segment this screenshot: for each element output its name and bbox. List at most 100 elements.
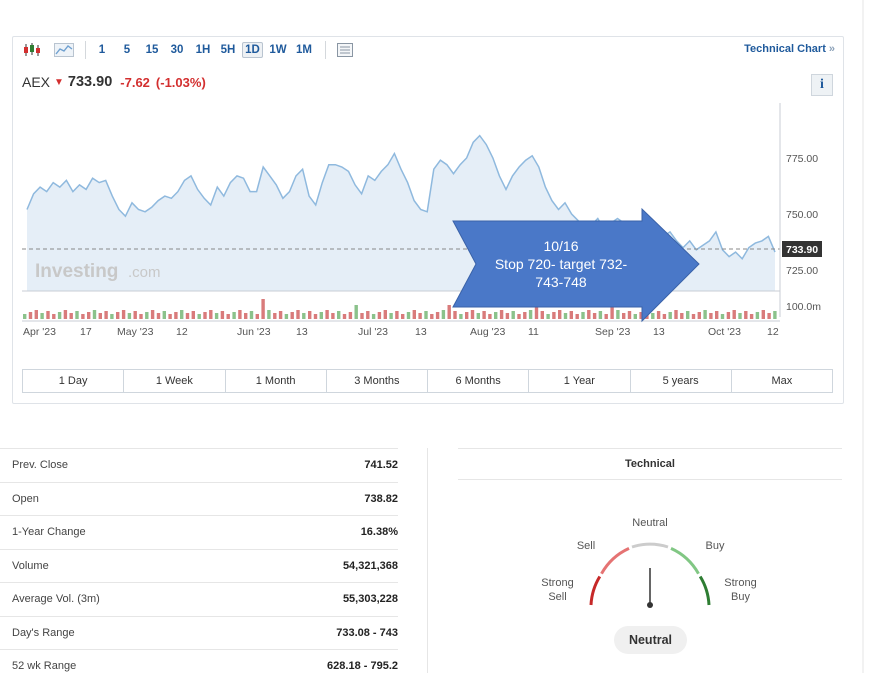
volume-bar: [482, 311, 486, 319]
volume-bar: [528, 310, 533, 319]
volume-bar: [517, 314, 521, 319]
volume-bar: [308, 311, 312, 319]
range-1-day[interactable]: 1 Day: [23, 370, 125, 392]
volume-bar: [69, 313, 73, 319]
volume-bar: [581, 312, 585, 319]
volume-bar: [470, 310, 475, 319]
volume-bar: [610, 305, 614, 319]
volume-bar: [668, 312, 672, 319]
volume-bar: [569, 311, 573, 319]
volume-bar: [104, 311, 108, 319]
range-1-week[interactable]: 1 Week: [124, 370, 226, 392]
x-tick: Jul '23: [358, 326, 388, 338]
table-row: Open 738.82: [0, 481, 398, 516]
volume-bar: [488, 314, 492, 319]
stat-value: 741.52: [364, 459, 398, 471]
volume-bar: [63, 310, 68, 319]
gauge-strong-sell: [589, 575, 602, 606]
volume-bar: [261, 299, 265, 319]
range-max[interactable]: Max: [771, 375, 793, 387]
volume-bar: [499, 310, 504, 319]
volume-bar: [238, 310, 242, 319]
volume-bar: [401, 314, 405, 319]
interval-15[interactable]: 15: [145, 44, 159, 56]
volume-tick: 100.0m: [786, 301, 821, 313]
price-chart[interactable]: Investing .com 775.00 750.00 725.00 733.…: [13, 37, 845, 367]
volume-bar: [28, 312, 33, 319]
volume-bar: [412, 310, 416, 319]
stats-table: Prev. Close 741.52 Open 738.82 1-Year Chan…: [0, 448, 398, 683]
interval-5h[interactable]: 5H: [220, 44, 236, 56]
volume-bar: [639, 312, 643, 319]
gauge-label-strong-sell: Strong Sell: [541, 577, 574, 603]
volume-bar: [406, 312, 411, 319]
callout-arrow: [452, 207, 700, 323]
volume-bar: [46, 311, 50, 319]
range-1-month[interactable]: 1 Month: [226, 370, 327, 392]
volume-bar: [267, 310, 271, 319]
x-tick: 17: [80, 326, 92, 338]
volume-bar: [430, 314, 434, 319]
x-tick: May '23: [117, 326, 154, 338]
area-chart-icon[interactable]: [53, 40, 75, 60]
x-tick: Jun '23: [237, 326, 271, 338]
volume-bar: [651, 313, 655, 319]
x-tick: 12: [176, 326, 188, 338]
technical-chart-label: Technical Chart: [744, 43, 826, 55]
callout-line-3: 743-748: [535, 274, 587, 290]
volume-bar: [273, 313, 277, 319]
volume-bar: [773, 311, 777, 319]
volume-bar: [505, 313, 510, 319]
technical-chart-link[interactable]: Technical Chart»: [744, 43, 835, 55]
volume-bar: [377, 312, 382, 319]
interval-1m[interactable]: 1M: [296, 44, 312, 56]
toolbar-divider: [85, 41, 86, 59]
range-6-months[interactable]: 6 Months: [428, 370, 530, 392]
interval-5[interactable]: 5: [123, 44, 131, 56]
candlestick-icon[interactable]: [21, 40, 43, 60]
interval-1[interactable]: 1: [98, 44, 106, 56]
volume-bar: [715, 311, 719, 319]
stat-value: 55,303,228: [342, 593, 398, 605]
stat-label: Average Vol. (3m): [12, 593, 100, 605]
gauge-label-sell: Sell: [576, 540, 596, 552]
range-5-years[interactable]: 5 years: [631, 370, 732, 392]
x-tick: Apr '23: [23, 326, 56, 338]
interval-30[interactable]: 30: [170, 44, 184, 56]
volume-bar: [92, 310, 97, 319]
volume-bar: [424, 311, 428, 319]
volume-bar: [366, 311, 370, 319]
y-tick: 750.00: [786, 209, 818, 221]
volume-bar: [435, 312, 440, 319]
technical-title: Technical: [458, 448, 842, 480]
x-tick: Sep '23: [595, 326, 630, 338]
volume-bar: [441, 310, 446, 319]
volume-bar: [116, 312, 120, 319]
stat-label: Open: [12, 492, 39, 505]
volume-bar: [81, 314, 85, 319]
interval-1d[interactable]: 1D: [242, 42, 263, 58]
volume-bar: [98, 313, 102, 319]
volume-bars: [23, 299, 777, 319]
volume-bar: [244, 313, 248, 319]
interval-1w[interactable]: 1W: [269, 44, 287, 56]
volume-bar: [156, 313, 161, 319]
table-icon[interactable]: [335, 40, 355, 60]
y-tick: 775.00: [786, 153, 818, 165]
volume-bar: [720, 314, 725, 319]
volume-bar: [145, 312, 149, 319]
gauge-buy: [670, 547, 700, 575]
stat-label: 52 wk Range: [12, 660, 77, 672]
interval-1h[interactable]: 1H: [195, 44, 211, 56]
range-3-months[interactable]: 3 Months: [327, 370, 428, 392]
volume-bar: [447, 305, 451, 319]
volume-bar: [197, 314, 201, 319]
volume-bar: [418, 313, 422, 319]
volume-bar: [523, 312, 527, 319]
stat-value: 54,321,368: [342, 559, 398, 572]
info-button[interactable]: i: [811, 74, 833, 96]
volume-bar: [139, 314, 143, 319]
volume-bar: [360, 313, 364, 319]
volume-bar: [75, 311, 79, 319]
range-1-year[interactable]: 1 Year: [529, 370, 631, 392]
